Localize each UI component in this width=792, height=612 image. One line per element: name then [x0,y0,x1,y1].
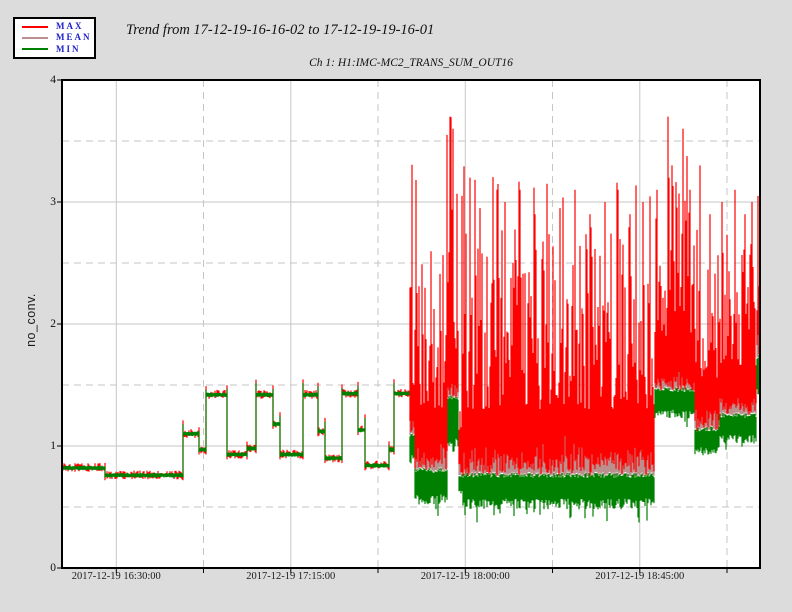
legend-label-mean: MEAN [56,32,92,43]
y-tick-label: 4 [50,74,56,86]
legend-label-max: MAX [56,21,84,32]
y-tick-label: 3 [50,196,56,208]
legend-item-mean: MEAN [22,32,94,43]
max-line-swatch [22,25,48,28]
page-title: Trend from 17-12-19-16-16-02 to 17-12-19… [126,22,435,38]
channel-subtitle: Ch 1: H1:IMC-MC2_TRANS_SUM_OUT16 [309,57,513,69]
x-tick-label: 2017-12-19 18:00:00 [420,571,510,582]
y-tick-label: 2 [50,318,56,330]
y-tick-label: 0 [50,562,56,574]
legend-item-max: MAX [22,21,94,32]
legend-label-min: MIN [56,43,81,54]
min-line-swatch [22,48,48,51]
y-tick-label: 1 [50,440,56,452]
x-tick-label: 2017-12-19 17:15:00 [246,571,336,582]
legend-box: MAX MEAN MIN [13,17,96,59]
mean-line-swatch [22,36,48,39]
x-tick-label: 2017-12-19 18:45:00 [595,571,685,582]
x-tick-label: 2017-12-19 16:30:00 [71,571,161,582]
legend-item-min: MIN [22,44,94,55]
